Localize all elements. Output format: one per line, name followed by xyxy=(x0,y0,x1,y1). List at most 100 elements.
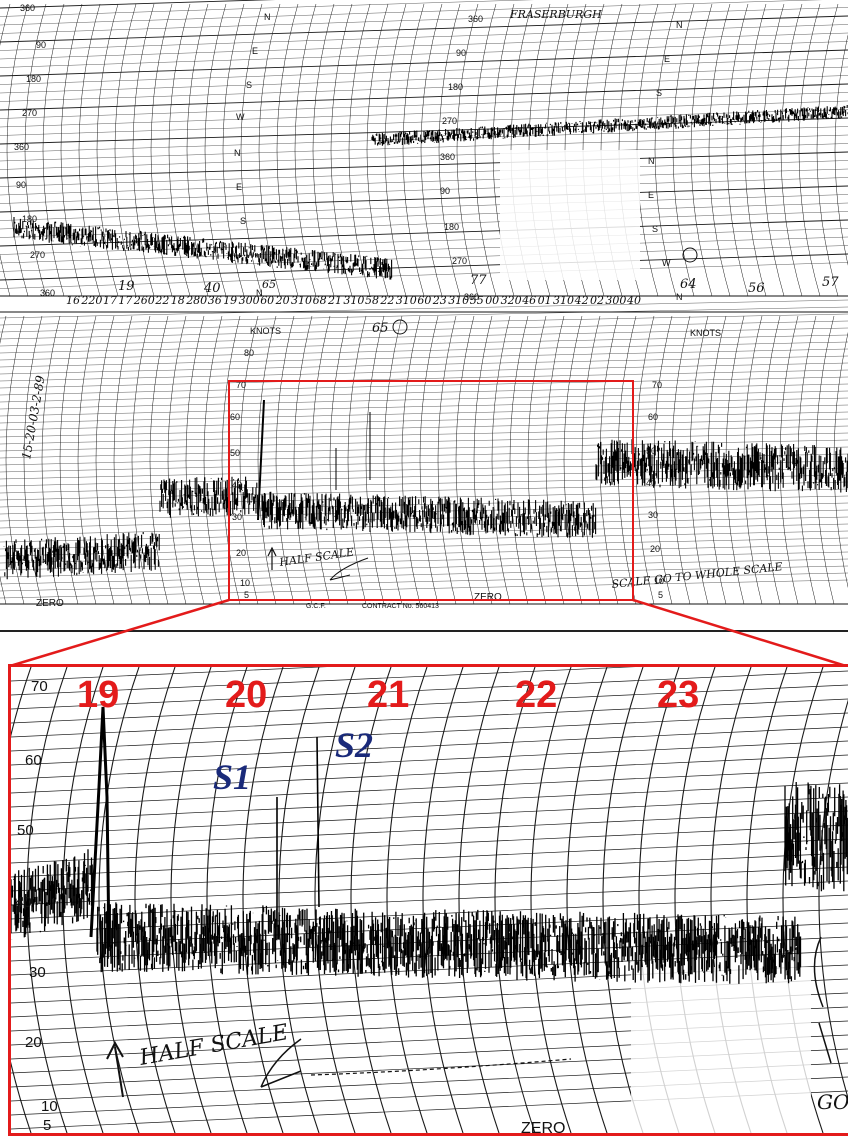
hour-annotation: 280 xyxy=(185,294,207,307)
speed-tick: 20 xyxy=(650,544,660,554)
time-arc xyxy=(456,3,479,297)
peak-note: 19 xyxy=(118,279,135,294)
direction-tick: 270 xyxy=(22,108,37,118)
hour-annotation: 22 xyxy=(379,294,394,307)
peak-note: 64 xyxy=(680,277,697,292)
zoomed-chart-panel: 70 60 50 40 30 20 10 5 19 20 21 22 23 S1… xyxy=(8,664,848,1136)
footer-maker: G.C.F. xyxy=(306,603,326,610)
blank-patch xyxy=(500,150,640,280)
time-arc xyxy=(276,3,299,297)
hour-annotation: 22 xyxy=(154,294,169,307)
speed-tick: 50 xyxy=(646,446,656,456)
station-label: FRASERBURGH xyxy=(509,8,602,21)
time-arc xyxy=(206,667,248,1133)
hour-annotation: 01 xyxy=(538,294,552,307)
speed-tick: 5 xyxy=(658,590,663,600)
compass-mark: E xyxy=(648,190,654,200)
time-arc xyxy=(635,315,655,605)
direction-scale-left: 360 90 180 270 360 90 180 270 360 xyxy=(14,3,55,298)
hour-annotation: 310 xyxy=(448,294,469,307)
compass-mark: E xyxy=(664,54,670,64)
speed-tick: 20 xyxy=(25,1034,42,1051)
hour-annotation: 20 xyxy=(275,294,290,307)
scribble-arrow-icon xyxy=(260,1038,302,1088)
speed-unit-label: KNOTS xyxy=(690,328,721,338)
time-arc xyxy=(726,3,749,297)
speed-tick: 70 xyxy=(236,380,246,390)
peak-note: 65 xyxy=(262,278,276,291)
time-arc xyxy=(11,667,32,1133)
compass-mark: S xyxy=(656,88,662,98)
time-arc xyxy=(149,315,169,605)
time-arc xyxy=(419,315,439,605)
speed-tick: 80 xyxy=(244,348,254,358)
hour-annotation: 300 xyxy=(605,294,626,307)
time-arc xyxy=(672,3,695,297)
speed-trace xyxy=(96,902,802,984)
time-arc xyxy=(132,3,155,297)
time-arc xyxy=(41,315,61,605)
time-arc xyxy=(671,315,691,605)
time-arc xyxy=(258,3,281,297)
speed-tick: 70 xyxy=(31,678,48,695)
time-arc xyxy=(222,3,245,297)
time-arc xyxy=(401,315,421,605)
compass-mark: W xyxy=(236,112,245,122)
time-arc xyxy=(581,315,601,605)
hour-annotation: 36 xyxy=(208,294,222,307)
spike-labels: S1 S2 xyxy=(213,725,373,797)
spike-label-s1: S1 xyxy=(213,757,251,797)
hour-annotation: 55 xyxy=(470,294,484,307)
hour-label: 22 xyxy=(515,674,557,716)
time-arc xyxy=(0,3,11,297)
time-arc xyxy=(798,3,821,297)
time-arc xyxy=(170,667,212,1133)
compass-mark: N xyxy=(676,292,683,302)
speed-tick: 30 xyxy=(648,510,658,520)
speed-tick: 50 xyxy=(17,822,34,839)
time-arc xyxy=(5,315,25,605)
direction-tick: 90 xyxy=(16,180,26,190)
time-arc xyxy=(96,3,119,297)
direction-tick: 360 xyxy=(20,3,35,13)
scribble-arrow-icon xyxy=(329,557,369,581)
time-arc xyxy=(494,667,536,1133)
grid-line xyxy=(0,0,262,9)
direction-tick: 90 xyxy=(36,40,46,50)
time-arc xyxy=(293,315,313,605)
speed-unit-label: KNOTS xyxy=(250,326,281,336)
zoom-highlight-box xyxy=(228,380,634,601)
direction-tick: 270 xyxy=(30,250,45,260)
compass-mark: S xyxy=(652,224,658,234)
time-arc xyxy=(455,315,475,605)
compass-mark: E xyxy=(236,182,242,192)
time-arc xyxy=(203,315,223,605)
time-arc xyxy=(239,315,259,605)
time-arc xyxy=(690,3,713,297)
compass-mark: W xyxy=(650,120,659,130)
time-arc xyxy=(134,667,176,1133)
peak-note: 57 xyxy=(822,275,839,290)
time-arc xyxy=(438,3,461,297)
direction-tick: 360 xyxy=(464,292,479,302)
time-arc xyxy=(366,3,389,297)
hour-annotation: 310 xyxy=(553,294,574,307)
time-arc xyxy=(131,315,151,605)
speed-tick: 60 xyxy=(648,412,658,422)
zoom-wind-trace xyxy=(11,706,848,984)
speed-trace xyxy=(261,491,597,538)
time-arc xyxy=(473,315,493,605)
time-arc xyxy=(24,3,47,297)
time-arc xyxy=(242,667,284,1133)
compass-mark: N xyxy=(234,148,241,158)
compass-mark: N xyxy=(676,20,683,30)
hour-annotation: 310 xyxy=(343,294,364,307)
speed-scale-right: 70 60 50 40 30 20 10 5 xyxy=(646,380,664,600)
time-arc xyxy=(365,315,385,605)
speed-trace xyxy=(11,849,94,940)
speed-tick: 40 xyxy=(15,894,32,911)
time-arc xyxy=(348,3,371,297)
speed-trace xyxy=(3,532,160,580)
hour-annotation: 19 xyxy=(223,294,237,307)
time-arc xyxy=(762,3,785,297)
